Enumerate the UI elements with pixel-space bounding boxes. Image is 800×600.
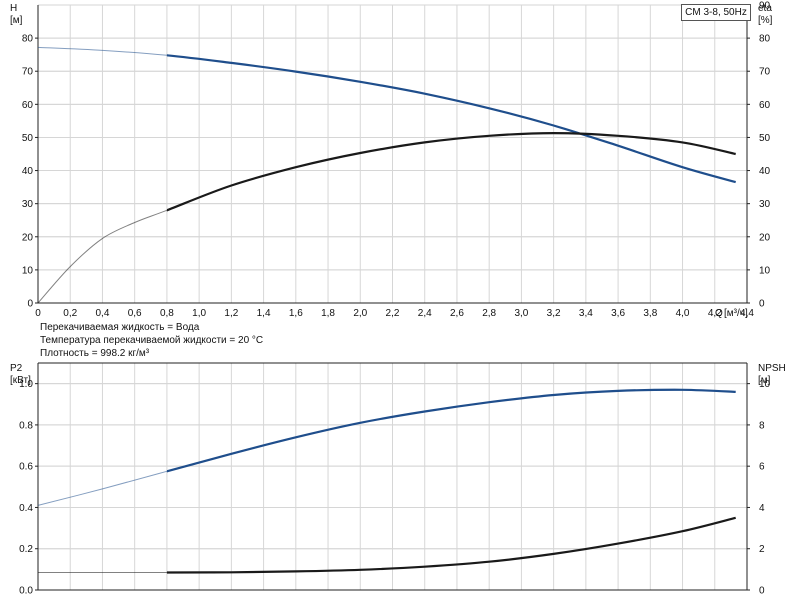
- panel2-right-axis-unit: [м]: [758, 375, 771, 386]
- panel2-left-tick-label: 1.0: [19, 379, 33, 390]
- panel2-right-tick-label: 8: [759, 420, 765, 431]
- panel1-series-1-extrapolated: [37, 209, 167, 304]
- panel1-x-tick-label: 0: [35, 308, 41, 319]
- panel2-right-tick-label: 6: [759, 462, 765, 473]
- panel2-left-tick-label: 0.6: [19, 462, 33, 473]
- panel2-right-axis-label: NPSH: [758, 363, 786, 374]
- panel1-x-tick-label: 0,2: [63, 308, 77, 319]
- panel2-series-0-line: [166, 388, 736, 473]
- panel1-right-tick-label: 80: [759, 34, 771, 45]
- panel1-x-tick-label: 1,8: [321, 308, 335, 319]
- panel1-x-tick-label: 1,4: [257, 308, 271, 319]
- panel1-right-tick-label: 30: [759, 199, 771, 210]
- panel1-series-0-extrapolated: [37, 46, 167, 56]
- panel1-right-tick-label: 50: [759, 133, 771, 144]
- panel1-x-tick-label: 1,0: [192, 308, 206, 319]
- panel2-series-1-line: [166, 516, 736, 574]
- panel2-right-tick-label: 10: [759, 379, 771, 390]
- panel1-left-tick-label: 40: [22, 166, 34, 177]
- panel1-left-tick-label: 80: [22, 34, 34, 45]
- note-temperature: Температура перекачиваемой жидкости = 20…: [40, 335, 264, 346]
- panel1-left-tick-label: 0: [27, 299, 33, 310]
- panel2-left-axis-label: P2: [10, 363, 23, 374]
- panel1-right-tick-label: 0: [759, 299, 765, 310]
- panel2-series-1-extrapolated: [38, 571, 167, 573]
- curve-legend-label: CM 3-8, 50Hz: [681, 4, 751, 21]
- panel1-x-tick-label: 3,6: [611, 308, 625, 319]
- panel1-x-tick-label: 2,4: [418, 308, 432, 319]
- panel1-x-tick-label: 2,2: [386, 308, 400, 319]
- panel1-x-tick-label: 3,0: [514, 308, 528, 319]
- panel2-left-tick-label: 0.0: [19, 586, 33, 597]
- panel1-left-tick-label: 60: [22, 100, 34, 111]
- panel2-series-0-extrapolated: [37, 470, 167, 506]
- panel1-x-tick-label: 3,2: [547, 308, 561, 319]
- panel1-left-axis-label: H: [10, 3, 17, 14]
- panel1-x-tick-label: 4,0: [676, 308, 690, 319]
- panel1-x-axis-unit: [м³/ч]: [724, 308, 748, 319]
- panel2-left-axis-unit: [кВт]: [10, 375, 31, 386]
- panel1-x-tick-label: 3,8: [643, 308, 657, 319]
- panel1-series-1-line: [166, 131, 736, 212]
- note-density: Плотность = 998.2 кг/м³: [40, 348, 150, 359]
- panel2-left-tick-label: 0.2: [19, 544, 33, 555]
- panel1-x-tick-label: 2,6: [450, 308, 464, 319]
- panel1-x-tick-label: 1,6: [289, 308, 303, 319]
- panel2-left-tick-label: 0.8: [19, 420, 33, 431]
- panel1-x-tick-label: 4,2: [708, 308, 722, 319]
- panel1-x-tick-label: 0,6: [128, 308, 142, 319]
- panel2-right-tick-label: 4: [759, 503, 765, 514]
- panel2-left-tick-label: 0.4: [19, 503, 33, 514]
- panel1-left-axis-unit: [м]: [10, 15, 23, 26]
- panel2-right-tick-label: 0: [759, 586, 765, 597]
- panel1-x-tick-label: 2,0: [353, 308, 367, 319]
- panel1-right-axis-unit: [%]: [758, 15, 773, 26]
- panel1-x-tick-label: 2,8: [482, 308, 496, 319]
- panel1-x-tick-label: 3,4: [579, 308, 593, 319]
- panel1-left-tick-label: 30: [22, 199, 34, 210]
- panel1-left-tick-label: 50: [22, 133, 34, 144]
- panel1-series-0-line: [166, 54, 736, 184]
- panel1-x-axis-label: Q: [715, 308, 723, 319]
- panel1-right-tick-label: 90: [759, 1, 771, 12]
- panel1-right-tick-label: 60: [759, 100, 771, 111]
- panel1-x-tick-label: 0,8: [160, 308, 174, 319]
- panel1-left-tick-label: 70: [22, 67, 34, 78]
- panel2-right-tick-label: 2: [759, 544, 765, 555]
- note-liquid: Перекачиваемая жидкость = Вода: [40, 322, 200, 333]
- panel1-x-tick-label: 1,2: [224, 308, 238, 319]
- panel1-right-tick-label: 20: [759, 232, 771, 243]
- panel1-right-tick-label: 70: [759, 67, 771, 78]
- panel1-right-tick-label: 40: [759, 166, 771, 177]
- panel1-x-tick-label: 0,4: [96, 308, 110, 319]
- panel1-left-tick-label: 20: [22, 232, 34, 243]
- panel1-right-tick-label: 10: [759, 265, 771, 276]
- panel1-left-tick-label: 10: [22, 265, 34, 276]
- fluid-notes: Перекачиваемая жидкость = Вода Температу…: [40, 321, 263, 360]
- panel1-x-tick-label: 4,4: [740, 308, 754, 319]
- panel1-right-axis-label: eta: [758, 3, 772, 14]
